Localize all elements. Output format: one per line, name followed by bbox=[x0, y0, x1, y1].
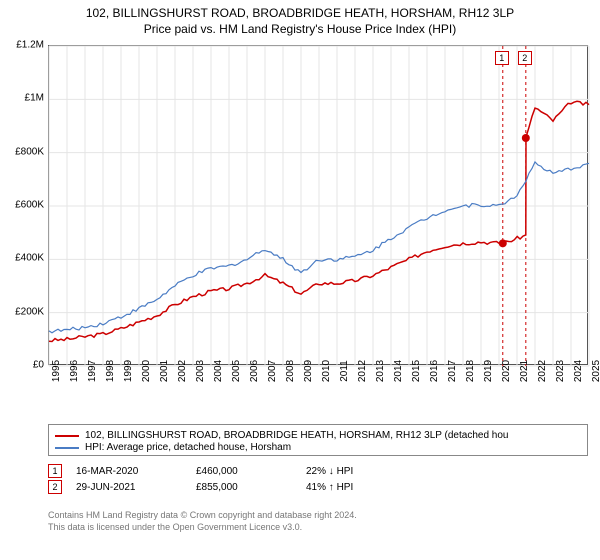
y-tick-label: £200K bbox=[4, 306, 44, 317]
x-tick-label: 2021 bbox=[519, 360, 530, 382]
y-tick-label: £1.2M bbox=[4, 40, 44, 51]
x-tick-label: 2012 bbox=[357, 360, 368, 382]
x-tick-label: 2011 bbox=[339, 360, 350, 382]
footer-attribution: Contains HM Land Registry data © Crown c… bbox=[48, 510, 357, 533]
x-tick-label: 2000 bbox=[141, 360, 152, 382]
footer-line-2: This data is licensed under the Open Gov… bbox=[48, 522, 357, 534]
sale-marker-2: 2 bbox=[48, 480, 62, 494]
sale-change: 41% ↑ HPI bbox=[306, 482, 406, 493]
plot-svg bbox=[49, 46, 589, 366]
x-tick-label: 2004 bbox=[213, 360, 224, 382]
x-tick-label: 2025 bbox=[591, 360, 600, 382]
y-tick-label: £400K bbox=[4, 253, 44, 264]
y-tick-label: £800K bbox=[4, 146, 44, 157]
x-tick-label: 1996 bbox=[69, 360, 80, 382]
legend-row-hpi: HPI: Average price, detached house, Hors… bbox=[55, 442, 581, 453]
legend-row-property: 102, BILLINGSHURST ROAD, BROADBRIDGE HEA… bbox=[55, 430, 581, 441]
y-tick-label: £600K bbox=[4, 200, 44, 211]
x-tick-label: 2006 bbox=[249, 360, 260, 382]
x-tick-label: 2024 bbox=[573, 360, 584, 382]
chart-title: 102, BILLINGSHURST ROAD, BROADBRIDGE HEA… bbox=[10, 6, 590, 20]
x-tick-label: 1995 bbox=[51, 360, 62, 382]
sale-marker-1: 1 bbox=[48, 464, 62, 478]
x-tick-label: 2023 bbox=[555, 360, 566, 382]
x-tick-label: 2005 bbox=[231, 360, 242, 382]
x-tick-label: 1999 bbox=[123, 360, 134, 382]
sale-date: 16-MAR-2020 bbox=[76, 466, 196, 477]
sale-change: 22% ↓ HPI bbox=[306, 466, 406, 477]
marker-legend-box-1: 1 bbox=[495, 51, 509, 65]
x-tick-label: 2022 bbox=[537, 360, 548, 382]
plot-area bbox=[48, 45, 588, 365]
x-tick-label: 2016 bbox=[429, 360, 440, 382]
x-tick-label: 2020 bbox=[501, 360, 512, 382]
x-tick-label: 2018 bbox=[465, 360, 476, 382]
sale-price: £855,000 bbox=[196, 482, 306, 493]
y-tick-label: £1M bbox=[4, 93, 44, 104]
x-tick-label: 2010 bbox=[321, 360, 332, 382]
legend: 102, BILLINGSHURST ROAD, BROADBRIDGE HEA… bbox=[48, 424, 588, 456]
x-tick-label: 2015 bbox=[411, 360, 422, 382]
chart-subtitle: Price paid vs. HM Land Registry's House … bbox=[10, 22, 590, 36]
title-block: 102, BILLINGSHURST ROAD, BROADBRIDGE HEA… bbox=[0, 0, 600, 40]
x-tick-label: 1997 bbox=[87, 360, 98, 382]
sale-row-1: 1 16-MAR-2020£460,00022% ↓ HPI bbox=[48, 464, 406, 478]
x-tick-label: 2003 bbox=[195, 360, 206, 382]
x-tick-label: 2017 bbox=[447, 360, 458, 382]
x-tick-label: 2007 bbox=[267, 360, 278, 382]
footer-line-1: Contains HM Land Registry data © Crown c… bbox=[48, 510, 357, 522]
sale-row-2: 2 29-JUN-2021£855,00041% ↑ HPI bbox=[48, 480, 406, 494]
x-tick-label: 2001 bbox=[159, 360, 170, 382]
legend-swatch bbox=[55, 447, 79, 449]
x-tick-label: 2008 bbox=[285, 360, 296, 382]
x-tick-label: 2019 bbox=[483, 360, 494, 382]
marker-legend-box-2: 2 bbox=[518, 51, 532, 65]
y-tick-label: £0 bbox=[4, 360, 44, 371]
x-tick-label: 2013 bbox=[375, 360, 386, 382]
sales-table: 1 16-MAR-2020£460,00022% ↓ HPI 2 29-JUN-202… bbox=[48, 462, 406, 496]
legend-label: HPI: Average price, detached house, Hors… bbox=[85, 442, 291, 453]
x-tick-label: 2009 bbox=[303, 360, 314, 382]
sale-date: 29-JUN-2021 bbox=[76, 482, 196, 493]
x-tick-label: 2002 bbox=[177, 360, 188, 382]
chart-container: 102, BILLINGSHURST ROAD, BROADBRIDGE HEA… bbox=[0, 0, 600, 560]
x-tick-label: 2014 bbox=[393, 360, 404, 382]
x-tick-label: 1998 bbox=[105, 360, 116, 382]
legend-swatch bbox=[55, 435, 79, 437]
marker-dot-2 bbox=[522, 134, 530, 142]
sale-price: £460,000 bbox=[196, 466, 306, 477]
legend-label: 102, BILLINGSHURST ROAD, BROADBRIDGE HEA… bbox=[85, 430, 508, 441]
marker-dot-1 bbox=[499, 239, 507, 247]
